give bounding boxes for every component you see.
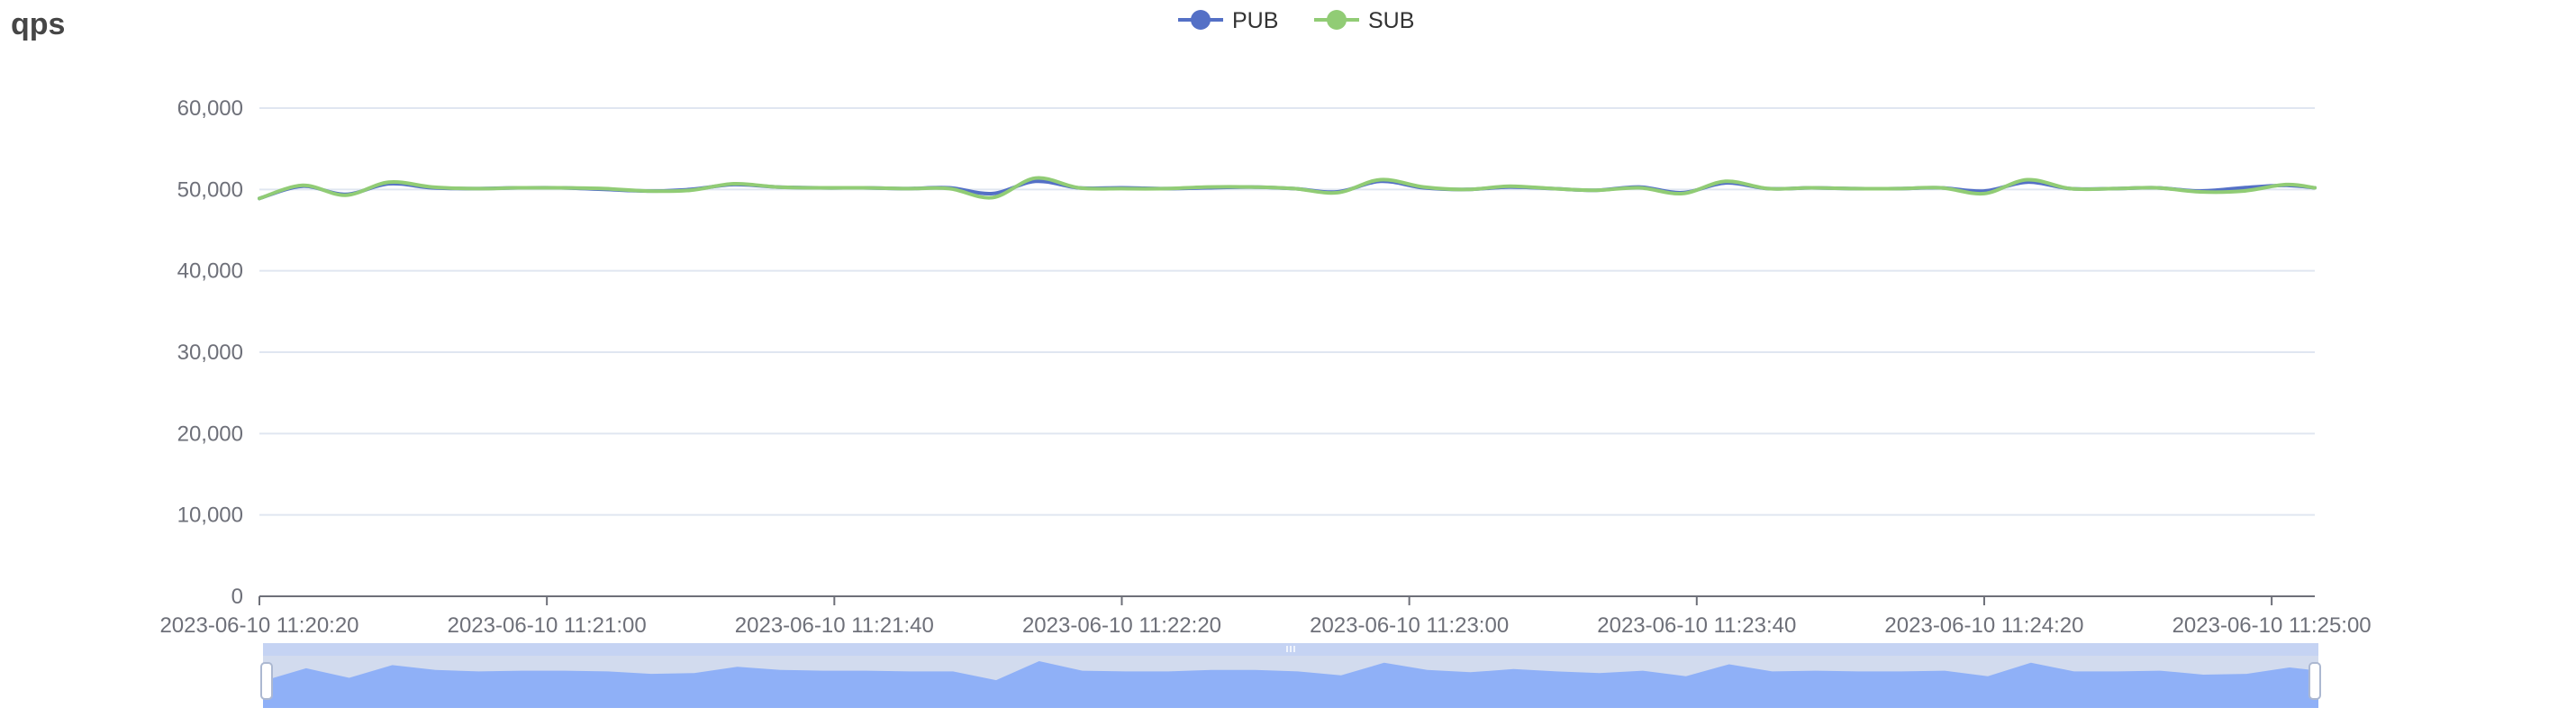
x-tick-label: 2023-06-10 11:22:20 xyxy=(1022,613,1221,638)
legend-marker xyxy=(1191,10,1211,30)
legend-marker xyxy=(1327,10,1347,30)
x-tick-label: 2023-06-10 11:21:40 xyxy=(735,613,934,638)
drag-handle-icon[interactable] xyxy=(1286,646,1295,652)
legend-item-sub[interactable]: SUB xyxy=(1314,8,1414,33)
y-tick-label: 40,000 xyxy=(177,259,243,284)
x-tick-label: 2023-06-10 11:25:00 xyxy=(2172,613,2372,638)
legend-item-pub[interactable]: PUB xyxy=(1178,8,1278,33)
x-tick-label: 2023-06-10 11:23:00 xyxy=(1310,613,1509,638)
y-tick-label: 50,000 xyxy=(177,177,243,202)
y-tick-label: 60,000 xyxy=(177,96,243,121)
x-axis: 2023-06-10 11:20:20 2023-06-10 11:21:00 20… xyxy=(159,595,2372,638)
chart-title: qps xyxy=(11,7,66,41)
y-tick-label: 10,000 xyxy=(177,504,243,528)
datazoom-slider[interactable] xyxy=(260,643,2321,708)
y-grid xyxy=(259,107,2315,516)
series-lines xyxy=(258,176,2317,201)
y-axis: 0 10,000 20,000 30,000 40,000 50,000 60,000 xyxy=(177,96,243,609)
y-tick-label: 0 xyxy=(231,585,243,609)
datazoom-left-handle[interactable] xyxy=(260,662,273,700)
datazoom-right-handle[interactable] xyxy=(2308,662,2321,700)
legend[interactable]: PUB SUB xyxy=(1178,8,1414,33)
y-tick-label: 20,000 xyxy=(177,422,243,446)
x-tick-label: 2023-06-10 11:24:20 xyxy=(1884,613,2083,638)
legend-label: SUB xyxy=(1368,8,1414,33)
x-tick-label: 2023-06-10 11:20:20 xyxy=(159,613,358,638)
x-tick-label: 2023-06-10 11:23:40 xyxy=(1597,613,1796,638)
datazoom-area xyxy=(263,661,2318,708)
legend-label: PUB xyxy=(1232,8,1278,33)
series-line-sub xyxy=(258,176,2317,201)
x-tick-label: 2023-06-10 11:21:00 xyxy=(448,613,647,638)
y-tick-label: 30,000 xyxy=(177,340,243,365)
